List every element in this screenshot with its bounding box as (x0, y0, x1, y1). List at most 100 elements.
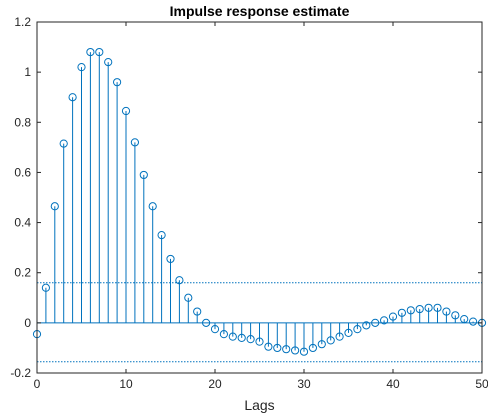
stem-marker (371, 318, 380, 327)
stem-marker (326, 336, 335, 345)
stem-marker (255, 337, 264, 346)
stem-point (317, 322, 326, 349)
stem-marker (77, 63, 86, 72)
stem-series (32, 47, 487, 356)
stem-point (424, 303, 433, 323)
stem-marker (237, 333, 246, 342)
stem-point (104, 58, 113, 323)
stem-point (344, 322, 353, 337)
y-tick-label: 1 (24, 65, 31, 79)
stem-marker (95, 47, 104, 57)
stem-marker (442, 307, 451, 316)
y-tick-label: 0.4 (14, 216, 31, 230)
stem-point (255, 322, 264, 346)
y-tick-label: 0.8 (14, 115, 31, 129)
stem-marker (264, 342, 273, 351)
stem-point (68, 93, 77, 323)
stem-point (113, 78, 122, 323)
stem-marker (104, 58, 113, 67)
stem-marker (68, 93, 77, 102)
stem-marker (59, 139, 68, 148)
stem-marker (380, 316, 389, 325)
stem-point (362, 321, 371, 330)
x-tick-label: 30 (297, 377, 311, 391)
x-tick-label: 40 (386, 377, 400, 391)
stem-point (121, 106, 131, 323)
stem-point (299, 322, 309, 356)
axes (36, 21, 483, 374)
stem-point (442, 307, 451, 323)
stem-marker (433, 303, 442, 312)
stem-point (148, 202, 157, 323)
stem-point (77, 63, 86, 323)
y-tick-label: 0.6 (14, 165, 31, 179)
x-tick-labels: 0 10 20 30 40 50 (34, 377, 488, 391)
stem-point (380, 316, 389, 325)
stem-point (193, 307, 202, 323)
stem-marker (139, 170, 148, 180)
stem-marker (121, 106, 131, 116)
stem-point (273, 322, 282, 353)
stem-point (353, 322, 362, 334)
stem-point (157, 231, 166, 323)
y-tick-label: -0.2 (10, 366, 31, 380)
stem-marker (273, 343, 282, 353)
stem-marker (228, 332, 237, 341)
stem-marker (451, 311, 460, 320)
tick-marks (36, 21, 483, 374)
stem-marker (460, 314, 469, 324)
stem-marker (113, 78, 122, 87)
stem-point (219, 322, 228, 339)
x-tick-label: 20 (208, 377, 222, 391)
stem-point (175, 276, 184, 323)
stem-point (335, 322, 344, 341)
stem-point (388, 312, 398, 323)
stem-marker (282, 345, 291, 354)
x-tick-label: 0 (34, 377, 41, 391)
stem-point (130, 138, 139, 323)
stem-marker (41, 283, 51, 292)
stem-point (228, 322, 237, 341)
stem-point (184, 293, 193, 323)
stem-point (210, 322, 220, 334)
stem-point (308, 322, 317, 353)
stem-marker (415, 304, 424, 314)
stem-marker (130, 138, 139, 147)
stem-marker (175, 276, 184, 285)
stem-marker (406, 306, 415, 315)
stem-point (59, 139, 68, 323)
stem-marker (148, 202, 157, 211)
stem-marker (362, 321, 371, 330)
stem-marker (335, 332, 344, 341)
stem-marker (246, 335, 255, 344)
x-axis-label: Lags (244, 397, 274, 413)
stem-marker (317, 340, 326, 349)
stem-marker (291, 346, 300, 355)
plot-area (37, 22, 482, 373)
stem-point (415, 304, 424, 323)
stem-marker (469, 317, 478, 326)
stem-marker (353, 325, 362, 334)
stem-marker (344, 328, 353, 337)
stem-point (291, 322, 300, 355)
stem-point (246, 322, 255, 344)
stem-point (433, 303, 442, 323)
x-tick-label: 50 (475, 377, 488, 391)
chart-title: Impulse response estimate (170, 3, 350, 19)
y-tick-label: 0 (24, 316, 31, 330)
stem-marker (86, 47, 95, 57)
axes-box (36, 21, 483, 374)
stem-point (397, 308, 406, 323)
stem-point (237, 322, 246, 342)
stem-point (282, 322, 291, 354)
stem-point (326, 322, 335, 345)
stem-marker (308, 343, 317, 353)
y-tick-label: 1.2 (14, 15, 31, 29)
stem-point (264, 322, 273, 351)
stem-marker (210, 325, 220, 334)
stem-marker (184, 293, 193, 302)
stem-marker (166, 254, 175, 264)
stem-marker (388, 312, 398, 321)
